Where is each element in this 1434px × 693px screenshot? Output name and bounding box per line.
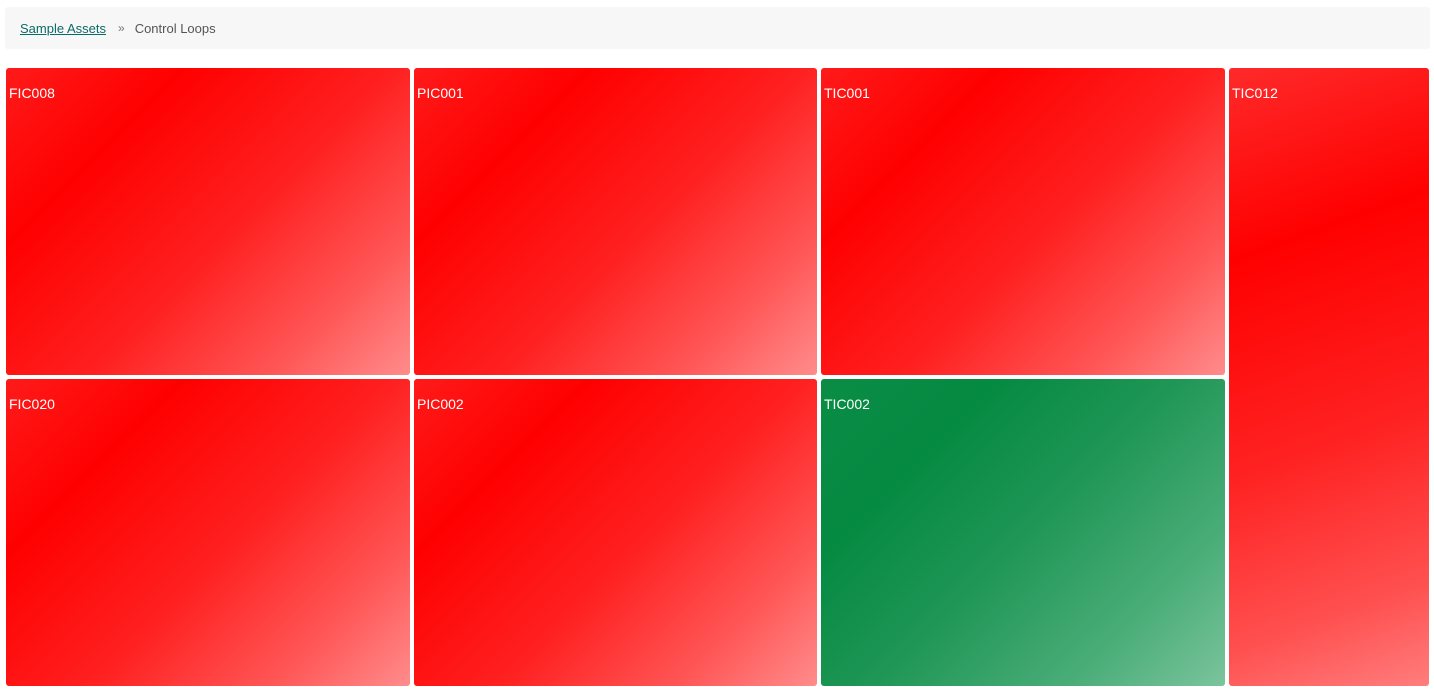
tile-label: TIC012 xyxy=(1232,85,1278,101)
tile-label: PIC001 xyxy=(417,85,464,101)
tile-label: FIC008 xyxy=(9,85,55,101)
breadcrumb-link-sample-assets[interactable]: Sample Assets xyxy=(20,20,106,36)
control-loop-tile-fic008[interactable]: FIC008 xyxy=(6,68,410,375)
control-loop-tile-pic002[interactable]: PIC002 xyxy=(414,379,817,686)
breadcrumb-current: Control Loops xyxy=(134,20,216,36)
control-loop-tile-fic020[interactable]: FIC020 xyxy=(6,379,410,686)
breadcrumb-separator: » xyxy=(118,21,125,35)
breadcrumb: Sample Assets » Control Loops xyxy=(5,7,1430,49)
control-loop-tile-tic012[interactable]: TIC012 xyxy=(1229,68,1429,686)
tile-label: FIC020 xyxy=(9,396,55,412)
tile-label: TIC002 xyxy=(824,396,870,412)
control-loop-tile-pic001[interactable]: PIC001 xyxy=(414,68,817,375)
control-loop-tile-tic002[interactable]: TIC002 xyxy=(821,379,1225,686)
tile-label: PIC002 xyxy=(417,396,464,412)
control-loop-tile-tic001[interactable]: TIC001 xyxy=(821,68,1225,375)
tile-label: TIC001 xyxy=(824,85,870,101)
